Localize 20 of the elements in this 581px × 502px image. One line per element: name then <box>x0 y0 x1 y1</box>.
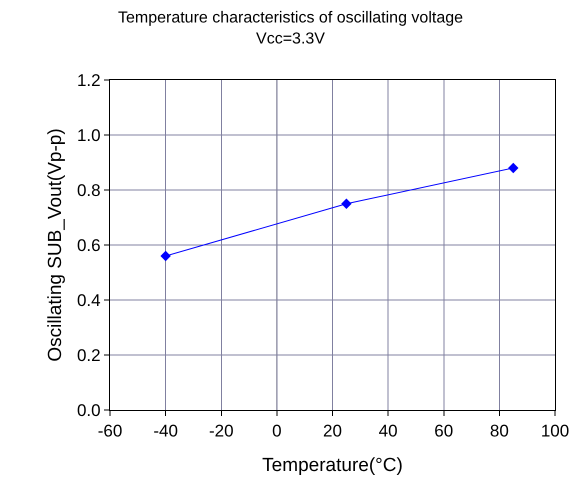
y-tick-label: 0.0 <box>76 400 101 420</box>
chart-title: Temperature characteristics of oscillating voltage <box>118 10 464 27</box>
y-axis-title: Oscillating SUB_Vout(Vp-p) <box>44 128 66 362</box>
x-tick-label: 60 <box>434 421 454 440</box>
x-tick-label: 80 <box>490 421 509 440</box>
y-tick-label: 1.2 <box>76 70 101 90</box>
chart-subtitle: Vcc=3.3V <box>256 30 326 48</box>
x-tick-label: 0 <box>272 421 282 440</box>
x-tick-label: 40 <box>378 421 398 440</box>
x-tick-label: -40 <box>153 421 178 440</box>
y-tick-label: 1.0 <box>76 126 101 145</box>
x-tick-label: -60 <box>98 421 122 440</box>
x-tick-label: -20 <box>208 421 234 440</box>
x-tick-label: 100 <box>540 421 570 440</box>
y-tick-label: 0.6 <box>76 236 101 255</box>
y-tick-label: 0.8 <box>76 180 101 200</box>
y-tick-label: 0.2 <box>76 346 101 365</box>
y-tick-label: 0.4 <box>76 290 101 310</box>
x-tick-label: 20 <box>323 421 342 440</box>
x-axis-title: Temperature(°C) <box>262 455 403 476</box>
